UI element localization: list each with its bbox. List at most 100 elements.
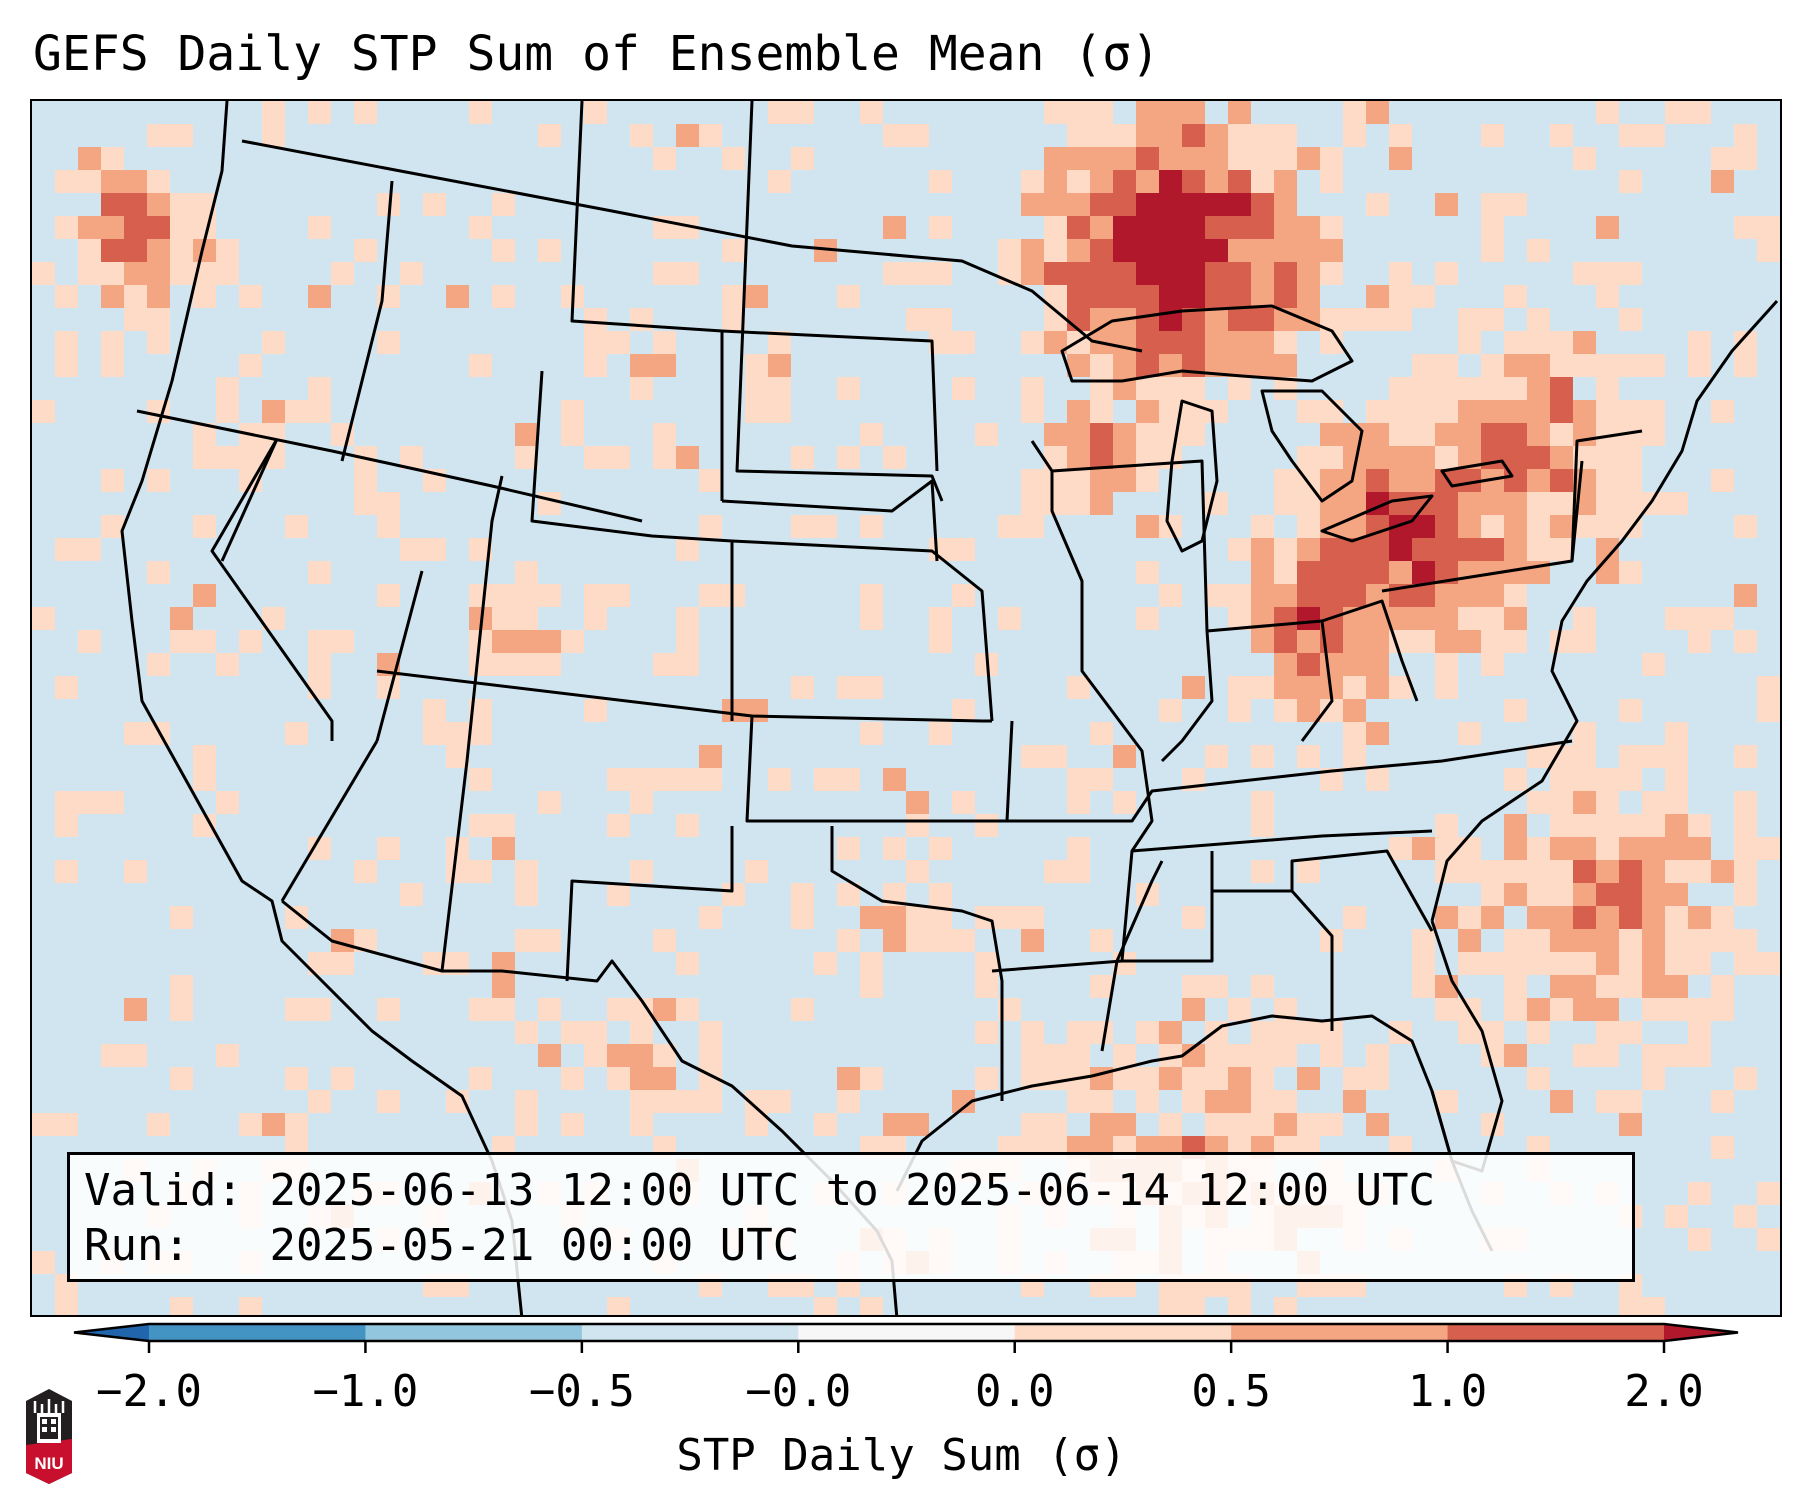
stp-cell — [1550, 952, 1573, 975]
stp-cell — [1274, 216, 1297, 239]
stp-cell — [1205, 308, 1228, 331]
stp-cell — [1021, 745, 1044, 768]
stp-cell — [1504, 975, 1527, 998]
stp-cell — [745, 285, 768, 308]
stp-cell — [1343, 538, 1366, 561]
stp-cell — [1619, 423, 1642, 446]
stp-cell — [1320, 469, 1343, 492]
stp-cell — [377, 1090, 400, 1113]
stp-cell — [653, 147, 676, 170]
state-line — [210, 438, 334, 741]
stp-cell — [1412, 607, 1435, 630]
stp-cell — [1021, 331, 1044, 354]
stp-cell — [1251, 1113, 1274, 1136]
stp-cell — [538, 998, 561, 1021]
stp-cell — [676, 446, 699, 469]
stp-cell — [1343, 630, 1366, 653]
stp-cell — [1435, 653, 1458, 676]
stp-cell — [331, 630, 354, 653]
stp-cell — [1550, 745, 1573, 768]
stp-cell — [1619, 492, 1642, 515]
state-line — [1160, 630, 1214, 763]
stp-cell — [1573, 906, 1596, 929]
stp-cell — [653, 929, 676, 952]
stp-cell — [492, 584, 515, 607]
stp-cell — [561, 400, 584, 423]
stp-cell — [1389, 308, 1412, 331]
stp-cell — [1021, 492, 1044, 515]
stp-cell — [1389, 538, 1412, 561]
stp-cell — [400, 883, 423, 906]
stp-cell — [262, 607, 285, 630]
colorbar-tick-label: −1.0 — [312, 1366, 419, 1417]
stp-cell — [1550, 975, 1573, 998]
stp-cell — [1642, 423, 1665, 446]
stp-cell — [377, 676, 400, 699]
stp-cell — [1182, 124, 1205, 147]
stp-cell — [1136, 308, 1159, 331]
stp-cell — [584, 354, 607, 377]
stp-cell — [860, 515, 883, 538]
stp-cell — [561, 1067, 584, 1090]
stp-cell — [32, 607, 55, 630]
stp-cell — [78, 170, 101, 193]
stp-cell — [1596, 285, 1619, 308]
stp-cell — [1780, 538, 1782, 561]
stp-cell — [1113, 354, 1136, 377]
stp-cell — [1159, 1113, 1182, 1136]
stp-cell — [1320, 170, 1343, 193]
stp-cell — [1251, 147, 1274, 170]
stp-cell — [1757, 216, 1780, 239]
stp-cell — [1297, 699, 1320, 722]
stp-cell — [653, 1067, 676, 1090]
stp-cell — [1458, 331, 1481, 354]
stp-cell — [676, 538, 699, 561]
stp-cell — [124, 308, 147, 331]
stp-cell — [906, 814, 929, 837]
stp-cell — [1067, 216, 1090, 239]
stp-cell — [676, 262, 699, 285]
stp-cell — [216, 262, 239, 285]
stp-cell — [860, 423, 883, 446]
stp-cell — [699, 124, 722, 147]
stp-cell — [147, 1113, 170, 1136]
stp-cell — [1021, 906, 1044, 929]
stp-cell — [1021, 193, 1044, 216]
stp-cell — [1504, 768, 1527, 791]
stp-cell — [1343, 906, 1366, 929]
stp-cell — [538, 124, 561, 147]
stp-cell — [147, 285, 170, 308]
stp-cell — [837, 837, 860, 860]
stp-cell — [1366, 1044, 1389, 1067]
stp-cell — [1113, 147, 1136, 170]
stp-cell — [1619, 860, 1642, 883]
stp-cell — [1159, 239, 1182, 262]
stp-cell — [929, 929, 952, 952]
stp-cell — [1090, 124, 1113, 147]
stp-cell — [147, 239, 170, 262]
stp-cell — [1090, 929, 1113, 952]
stp-cell — [745, 377, 768, 400]
stp-cell — [1366, 607, 1389, 630]
stp-cell — [860, 952, 883, 975]
stp-cell — [1642, 1067, 1665, 1090]
stp-cell — [308, 101, 331, 124]
stp-cell — [1734, 354, 1757, 377]
stp-cell — [630, 998, 653, 1021]
stp-cell — [1182, 308, 1205, 331]
stp-cell — [1136, 262, 1159, 285]
stp-cell — [1274, 676, 1297, 699]
stp-cell — [1734, 1067, 1757, 1090]
stp-cell — [1435, 354, 1458, 377]
lake-superior — [1060, 304, 1354, 383]
stp-cell — [1504, 860, 1527, 883]
stp-cell — [1596, 929, 1619, 952]
stp-cell — [998, 998, 1021, 1021]
stp-cell — [768, 170, 791, 193]
stp-cell — [1665, 814, 1688, 837]
stp-cell — [239, 1297, 262, 1315]
stp-cell — [952, 1090, 975, 1113]
stp-cell — [1596, 1021, 1619, 1044]
stp-cell — [1527, 377, 1550, 400]
stp-cell — [768, 400, 791, 423]
